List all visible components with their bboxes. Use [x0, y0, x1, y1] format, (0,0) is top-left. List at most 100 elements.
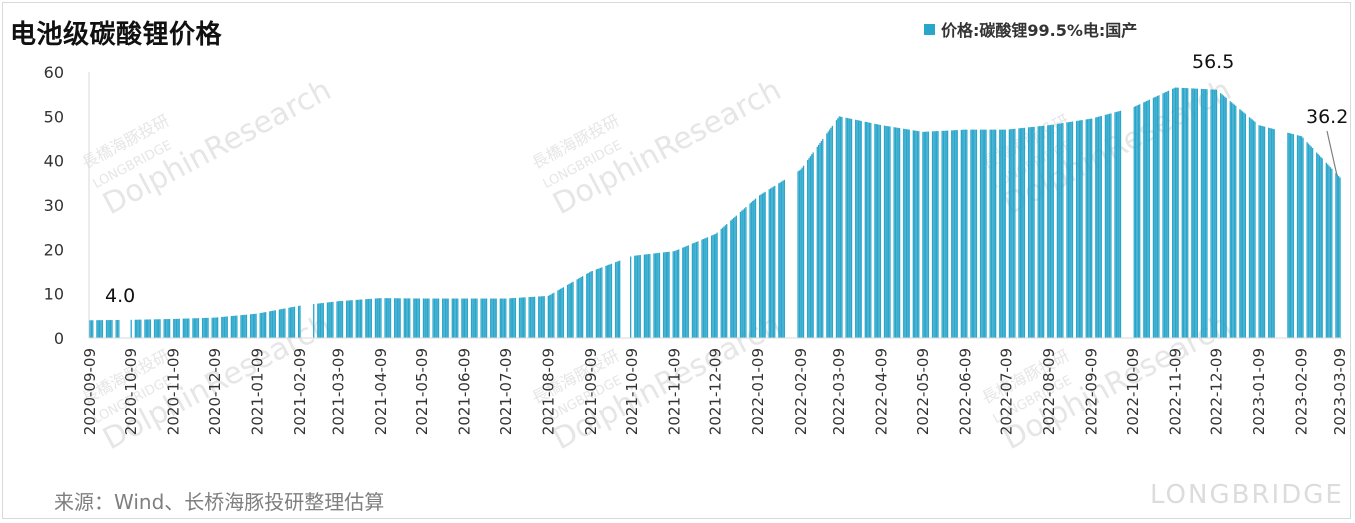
- bar: [933, 131, 935, 338]
- bar: [413, 298, 415, 338]
- bar: [1060, 123, 1063, 339]
- bar: [118, 319, 120, 338]
- bar: [236, 315, 238, 338]
- bar: [936, 131, 938, 338]
- bar: [366, 299, 368, 338]
- bar: [764, 191, 766, 338]
- bar: [1272, 128, 1274, 338]
- bar: [1203, 89, 1205, 338]
- bar: [879, 124, 882, 338]
- bar: [1220, 93, 1222, 338]
- bar: [579, 277, 581, 338]
- y-tick-label: 50: [44, 107, 64, 126]
- bar: [918, 131, 920, 338]
- bar: [657, 252, 659, 338]
- data-label: 36.2: [1306, 106, 1348, 128]
- bar: [251, 314, 253, 338]
- bar: [1336, 174, 1338, 338]
- bar: [1019, 128, 1021, 338]
- bar: [1288, 133, 1290, 338]
- bar: [476, 298, 478, 338]
- bar: [1222, 95, 1225, 338]
- bar: [455, 298, 458, 338]
- bar: [240, 315, 242, 338]
- bar: [196, 318, 198, 338]
- bar: [1311, 148, 1314, 338]
- bar: [771, 187, 773, 338]
- bar: [877, 124, 879, 338]
- bar: [1139, 104, 1141, 338]
- bar: [905, 129, 908, 338]
- bar: [1148, 99, 1150, 339]
- bar: [830, 127, 832, 338]
- bar: [859, 120, 861, 339]
- bar: [1008, 129, 1011, 338]
- bar: [941, 130, 943, 338]
- bar: [230, 316, 233, 338]
- bar-series: [89, 87, 1341, 339]
- bar: [975, 129, 978, 338]
- bar: [234, 315, 237, 338]
- bar: [864, 121, 866, 339]
- bar: [734, 216, 736, 338]
- bar: [597, 268, 599, 338]
- legend-label: 价格:碳酸锂99.5%电:国产: [941, 21, 1138, 40]
- bar: [798, 170, 801, 338]
- data-label-leader: [1326, 130, 1338, 176]
- bar: [835, 120, 838, 338]
- bar: [914, 130, 916, 338]
- bar: [1329, 167, 1332, 338]
- bar: [173, 318, 175, 338]
- bar: [931, 131, 934, 338]
- bar: [297, 305, 300, 338]
- bar: [282, 308, 285, 338]
- bar: [221, 316, 223, 338]
- bar: [1232, 103, 1234, 339]
- bar: [646, 254, 648, 338]
- bar: [376, 298, 378, 338]
- bar: [156, 319, 158, 338]
- bar: [130, 319, 132, 338]
- bar: [553, 292, 555, 338]
- bar: [284, 308, 286, 338]
- bar: [883, 125, 886, 338]
- bar: [993, 129, 995, 338]
- bar: [474, 298, 477, 338]
- bar: [1097, 116, 1100, 338]
- bar: [1251, 119, 1253, 338]
- y-tick-label: 10: [44, 285, 64, 304]
- bar: [269, 311, 271, 338]
- bar: [684, 246, 687, 338]
- bar: [206, 317, 208, 338]
- bar: [337, 301, 340, 338]
- bar: [463, 298, 466, 338]
- bar: [138, 319, 141, 338]
- bar: [1176, 87, 1178, 338]
- bar: [547, 295, 549, 338]
- bar: [732, 218, 735, 338]
- data-label: 56.5: [1192, 51, 1234, 73]
- bar: [177, 318, 179, 338]
- bar: [687, 245, 689, 338]
- bar: [982, 129, 984, 338]
- bar: [105, 320, 108, 338]
- bar: [715, 233, 717, 338]
- bar: [262, 312, 264, 338]
- bar: [952, 130, 954, 338]
- bar: [551, 293, 554, 338]
- bar: [521, 297, 523, 338]
- bar: [1000, 129, 1002, 338]
- bar: [451, 298, 453, 338]
- bar: [697, 241, 699, 338]
- bar: [501, 298, 503, 338]
- bar: [1268, 127, 1270, 338]
- bar: [134, 319, 136, 338]
- bar: [753, 199, 755, 338]
- x-tick-label: 2020-10-09: [122, 348, 140, 435]
- bar: [167, 319, 169, 338]
- bar: [1215, 89, 1218, 338]
- bar: [293, 306, 296, 338]
- bar: [1049, 124, 1052, 339]
- bar: [761, 193, 764, 338]
